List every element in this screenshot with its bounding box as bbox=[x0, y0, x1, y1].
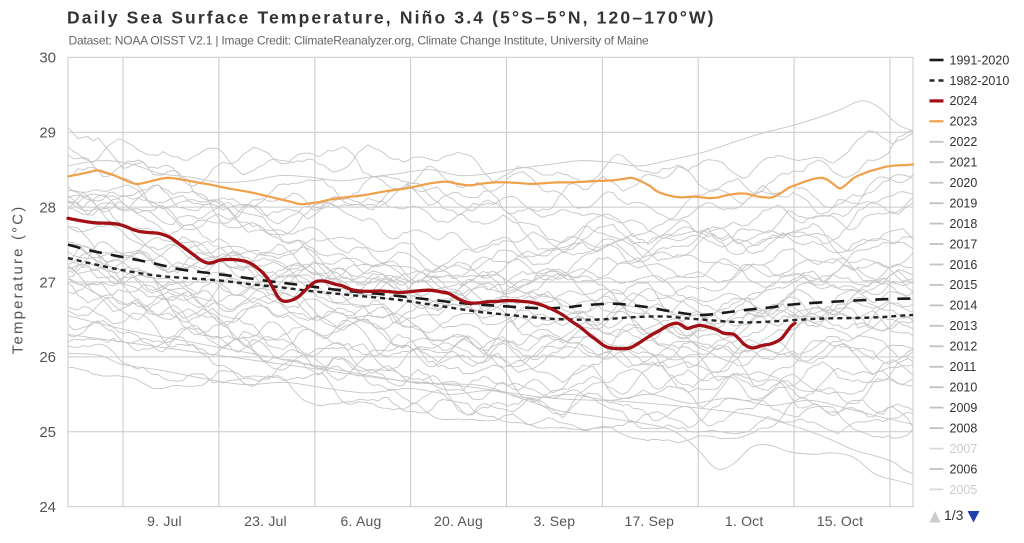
svg-text:2024: 2024 bbox=[950, 94, 978, 108]
svg-text:6. Aug: 6. Aug bbox=[341, 513, 382, 529]
svg-text:2023: 2023 bbox=[950, 115, 978, 129]
svg-text:1. Oct: 1. Oct bbox=[725, 513, 764, 529]
svg-text:2012: 2012 bbox=[950, 340, 978, 354]
svg-text:29: 29 bbox=[39, 125, 56, 142]
svg-text:2007: 2007 bbox=[950, 442, 978, 456]
svg-text:26: 26 bbox=[39, 349, 56, 366]
svg-text:Temperature (°C): Temperature (°C) bbox=[10, 205, 27, 355]
svg-text:27: 27 bbox=[39, 274, 56, 291]
svg-text:2022: 2022 bbox=[950, 135, 978, 149]
svg-text:25: 25 bbox=[39, 424, 56, 441]
svg-text:Dataset: NOAA OISST V2.1 | Ima: Dataset: NOAA OISST V2.1 | Image Credit:… bbox=[69, 34, 650, 48]
svg-text:2011: 2011 bbox=[950, 360, 977, 374]
svg-text:1982-2010: 1982-2010 bbox=[950, 74, 1010, 88]
svg-text:24: 24 bbox=[39, 499, 56, 516]
svg-text:2008: 2008 bbox=[950, 421, 978, 435]
svg-text:2010: 2010 bbox=[950, 381, 978, 395]
svg-text:3. Sep: 3. Sep bbox=[534, 513, 576, 529]
svg-text:28: 28 bbox=[39, 199, 56, 216]
svg-text:1/3: 1/3 bbox=[944, 507, 964, 523]
svg-text:20. Aug: 20. Aug bbox=[434, 513, 483, 529]
svg-text:2013: 2013 bbox=[950, 319, 978, 333]
svg-text:2014: 2014 bbox=[950, 299, 978, 313]
svg-text:1991-2020: 1991-2020 bbox=[950, 53, 1010, 67]
svg-text:2019: 2019 bbox=[950, 197, 978, 211]
svg-text:17. Sep: 17. Sep bbox=[624, 513, 674, 529]
svg-text:2016: 2016 bbox=[950, 258, 978, 272]
svg-text:2006: 2006 bbox=[950, 462, 978, 476]
svg-text:Daily Sea Surface Temperature,: Daily Sea Surface Temperature, Niño 3.4 … bbox=[67, 8, 716, 28]
svg-text:2017: 2017 bbox=[950, 237, 978, 251]
svg-text:2015: 2015 bbox=[950, 278, 978, 292]
svg-text:23. Jul: 23. Jul bbox=[244, 513, 287, 529]
svg-text:2018: 2018 bbox=[950, 217, 978, 231]
svg-text:30: 30 bbox=[39, 50, 56, 67]
svg-text:2005: 2005 bbox=[950, 483, 978, 497]
svg-text:2021: 2021 bbox=[950, 156, 978, 170]
svg-text:2009: 2009 bbox=[950, 401, 978, 415]
svg-text:9. Jul: 9. Jul bbox=[147, 513, 182, 529]
svg-text:15. Oct: 15. Oct bbox=[817, 513, 864, 529]
svg-text:2020: 2020 bbox=[950, 176, 978, 190]
